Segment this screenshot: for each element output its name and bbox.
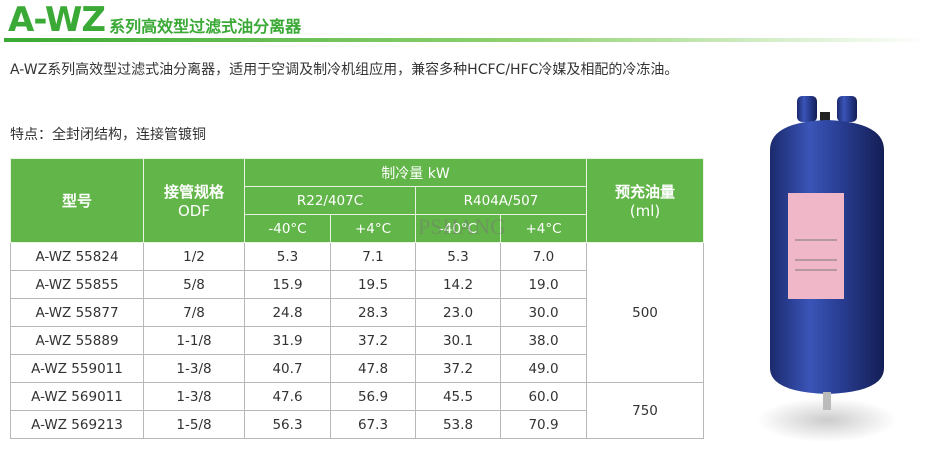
header-text: (ml): [629, 202, 661, 220]
table-cell: 19.0: [500, 270, 587, 299]
title-code: A-WZ: [8, 0, 106, 40]
table-cell: 750: [586, 382, 704, 439]
table-cell: 30.0: [500, 298, 587, 327]
table-cell: A-WZ 55855: [10, 270, 144, 299]
header-cell: 型号: [10, 158, 144, 243]
table-cell: 45.5: [415, 382, 501, 411]
table-cell: 47.6: [244, 382, 331, 411]
header-cell: R22/407C: [244, 186, 416, 215]
table-row: A-WZ 55855 5/8 15.9 19.5 14.2 19.0: [10, 270, 704, 299]
table-cell: 23.0: [415, 298, 501, 327]
table-cell: 47.8: [330, 354, 416, 383]
table-cell: 56.9: [330, 382, 416, 411]
header-row: -40°C +4°C -40°C +4°C: [11, 214, 704, 243]
table-cell: 7.0: [500, 242, 587, 271]
header-cell: 接管规格 ODF: [143, 158, 245, 243]
table-cell: 49.0: [500, 354, 587, 383]
table-cell: 7.1: [330, 242, 416, 271]
title-text: 系列高效型过滤式油分离器: [109, 17, 302, 36]
table-cell: 1-1/8: [143, 326, 245, 355]
table-cell: 56.3: [244, 410, 331, 439]
table-cell: A-WZ 55877: [10, 298, 144, 327]
table-cell: 70.9: [500, 410, 587, 439]
table-cell: A-WZ 55824: [10, 242, 144, 271]
header-row: 型号 接管规格 ODF 制冷量 kW 预充油量 (ml): [10, 158, 704, 243]
table-cell: 15.9: [244, 270, 331, 299]
header-text: ODF: [178, 202, 210, 220]
table-cell: A-WZ 569213: [10, 410, 144, 439]
table-row: A-WZ 55824 1/2 5.3 7.1 5.3 7.0 500: [10, 242, 704, 383]
header-cell: R404A/507: [415, 186, 587, 215]
header-cell: +4°C: [330, 214, 416, 243]
table-cell: A-WZ 55889: [10, 326, 144, 355]
table-cell: 19.5: [330, 270, 416, 299]
table-cell: 1/2: [143, 242, 245, 271]
header-cell: 制冷量 kW: [244, 158, 587, 187]
table-cell: 28.3: [330, 298, 416, 327]
watermark: PSHANG: [418, 214, 507, 239]
table-cell: 37.2: [415, 354, 501, 383]
table-cell: 14.2: [415, 270, 501, 299]
table-row: A-WZ 55877 7/8 24.8 28.3 23.0 30.0: [10, 298, 704, 327]
spec-table: 型号 接管规格 ODF 制冷量 kW 预充油量 (ml) R22/407C R404A/507…: [10, 158, 704, 439]
table-cell: A-WZ 569011: [10, 382, 144, 411]
title-bar: [4, 38, 929, 42]
table-cell: 500: [586, 242, 704, 383]
title: A-WZ 系列高效型过滤式油分离器: [8, 2, 301, 38]
table-row: A-WZ 569213 1-5/8 56.3 67.3 53.8 70.9: [10, 410, 704, 439]
table-cell: 24.8: [244, 298, 331, 327]
description: A-WZ系列高效型过滤式油分离器，适用于空调及制冷机组应用，兼容多种HCFC/H…: [10, 62, 679, 78]
table-cell: 37.2: [330, 326, 416, 355]
table-row: A-WZ 559011 1-3/8 40.7 47.8 37.2 49.0: [10, 354, 704, 383]
table-cell: 38.0: [500, 326, 587, 355]
features: 特点：全封闭结构，连接管镀铜: [10, 127, 206, 143]
table-cell: 67.3: [330, 410, 416, 439]
table-cell: 5.3: [244, 242, 331, 271]
table-cell: 31.9: [244, 326, 331, 355]
table-row: A-WZ 569011 1-3/8 47.6 56.9 45.5 60.0 750: [10, 382, 704, 439]
table-cell: 60.0: [500, 382, 587, 411]
table-cell: 5.3: [415, 242, 501, 271]
table-cell: 5/8: [143, 270, 245, 299]
header-cell: 预充油量 (ml): [586, 158, 704, 243]
table-cell: 1-3/8: [143, 382, 245, 411]
header-text: 预充油量: [614, 183, 675, 201]
table-cell: A-WZ 559011: [10, 354, 144, 383]
header-cell: +4°C: [500, 214, 587, 243]
header-cell: -40°C: [415, 214, 501, 243]
table-cell: 1-3/8: [143, 354, 245, 383]
header-row: R22/407C R404A/507: [11, 186, 704, 215]
table-row: A-WZ 55889 1-1/8 31.9 37.2 30.1 38.0: [10, 326, 704, 355]
table-cell: 7/8: [143, 298, 245, 327]
table-cell: 40.7: [244, 354, 331, 383]
table-cell: 53.8: [415, 410, 501, 439]
header-text: 型号: [61, 192, 92, 210]
table-cell: 1-5/8: [143, 410, 245, 439]
table-cell: 30.1: [415, 326, 501, 355]
header-cell: -40°C: [244, 214, 331, 243]
header-text: 接管规格: [163, 183, 224, 201]
